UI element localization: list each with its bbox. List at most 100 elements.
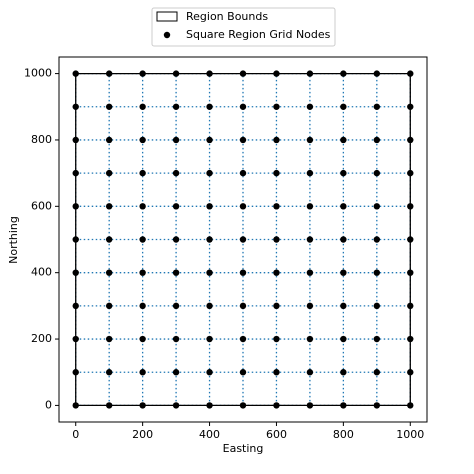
x-axis-label: Easting bbox=[223, 442, 264, 455]
grid-node bbox=[273, 269, 280, 276]
grid-node bbox=[239, 302, 247, 310]
grid-node bbox=[306, 70, 314, 77]
y-axis-label: Northing bbox=[7, 216, 20, 264]
grid-node bbox=[172, 136, 180, 144]
grid-node bbox=[139, 136, 146, 144]
grid-node bbox=[273, 203, 280, 210]
legend-label: Square Region Grid Nodes bbox=[186, 28, 331, 41]
grid-node bbox=[273, 136, 280, 144]
y-tick-label: 200 bbox=[31, 332, 52, 345]
grid-node bbox=[206, 335, 213, 343]
axes-frame bbox=[58, 56, 428, 423]
grid-node bbox=[340, 369, 347, 376]
grid-node bbox=[373, 369, 381, 376]
grid-node bbox=[239, 335, 247, 343]
grid-node bbox=[407, 169, 414, 177]
grid-node bbox=[239, 369, 247, 376]
grid-node bbox=[273, 169, 280, 177]
grid-node bbox=[172, 335, 180, 343]
grid-node bbox=[105, 103, 113, 110]
grid-node bbox=[407, 402, 414, 409]
grid-node bbox=[72, 369, 79, 376]
grid-node bbox=[273, 335, 280, 343]
legend-region-swatch bbox=[156, 11, 178, 22]
grid-node bbox=[239, 236, 247, 243]
grid-node bbox=[407, 70, 414, 77]
grid-node bbox=[139, 103, 146, 110]
grid-node bbox=[206, 302, 213, 310]
grid-node bbox=[172, 103, 180, 110]
grid-node bbox=[239, 136, 247, 144]
grid-node bbox=[373, 136, 381, 144]
grid-node bbox=[206, 402, 213, 409]
grid-node bbox=[373, 236, 381, 243]
grid-node bbox=[340, 302, 347, 310]
grid-node bbox=[407, 369, 414, 376]
grid-node bbox=[139, 369, 146, 376]
grid-node bbox=[105, 369, 113, 376]
x-tick-label: 0 bbox=[72, 428, 79, 441]
grid-node bbox=[373, 269, 381, 276]
grid-node bbox=[206, 269, 213, 276]
grid-node bbox=[139, 169, 146, 177]
grid-node bbox=[340, 236, 347, 243]
grid-node bbox=[206, 203, 213, 210]
grid-node bbox=[72, 203, 79, 210]
grid-node bbox=[172, 269, 180, 276]
x-tick-label: 600 bbox=[266, 428, 287, 441]
grid-node bbox=[72, 236, 79, 243]
grid-node bbox=[273, 302, 280, 310]
grid-node bbox=[340, 402, 347, 409]
grid-node bbox=[407, 335, 414, 343]
grid-node bbox=[239, 103, 247, 110]
y-tick-label: 600 bbox=[31, 199, 52, 212]
grid-node bbox=[139, 402, 146, 409]
grid-node bbox=[139, 302, 146, 310]
grid-node bbox=[373, 302, 381, 310]
grid-node bbox=[407, 302, 414, 310]
grid-node bbox=[306, 103, 314, 110]
grid-node bbox=[105, 402, 113, 409]
grid-node bbox=[373, 70, 381, 77]
grid-node bbox=[72, 302, 79, 310]
grid-node bbox=[407, 236, 414, 243]
grid-node bbox=[206, 236, 213, 243]
grid-node bbox=[172, 236, 180, 243]
y-tick-label: 0 bbox=[45, 398, 52, 411]
grid-node bbox=[139, 236, 146, 243]
grid-node bbox=[373, 402, 381, 409]
grid-node bbox=[306, 236, 314, 243]
grid-node bbox=[206, 169, 213, 177]
grid-node bbox=[139, 203, 146, 210]
grid-node bbox=[105, 203, 113, 210]
legend-box bbox=[151, 7, 336, 47]
grid-node bbox=[306, 302, 314, 310]
grid-node bbox=[239, 203, 247, 210]
grid-node bbox=[139, 269, 146, 276]
grid-node bbox=[340, 70, 347, 77]
grid-node bbox=[172, 369, 180, 376]
grid-node bbox=[407, 136, 414, 144]
grid-node bbox=[105, 236, 113, 243]
grid-node bbox=[72, 169, 79, 177]
grid-node bbox=[340, 103, 347, 110]
x-tick-label: 200 bbox=[132, 428, 153, 441]
grid-node bbox=[72, 103, 79, 110]
grid-node bbox=[340, 203, 347, 210]
y-tick-label: 800 bbox=[31, 133, 52, 146]
grid-node bbox=[172, 302, 180, 310]
grid-node bbox=[306, 402, 314, 409]
grid-node bbox=[172, 169, 180, 177]
grid-node bbox=[206, 103, 213, 110]
grid-node bbox=[105, 136, 113, 144]
grid-node bbox=[72, 136, 79, 144]
grid-node bbox=[373, 335, 381, 343]
grid-node bbox=[407, 203, 414, 210]
grid-node bbox=[172, 203, 180, 210]
grid-node bbox=[206, 136, 213, 144]
grid-node bbox=[105, 269, 113, 276]
grid-node bbox=[340, 169, 347, 177]
grid-node bbox=[105, 335, 113, 343]
